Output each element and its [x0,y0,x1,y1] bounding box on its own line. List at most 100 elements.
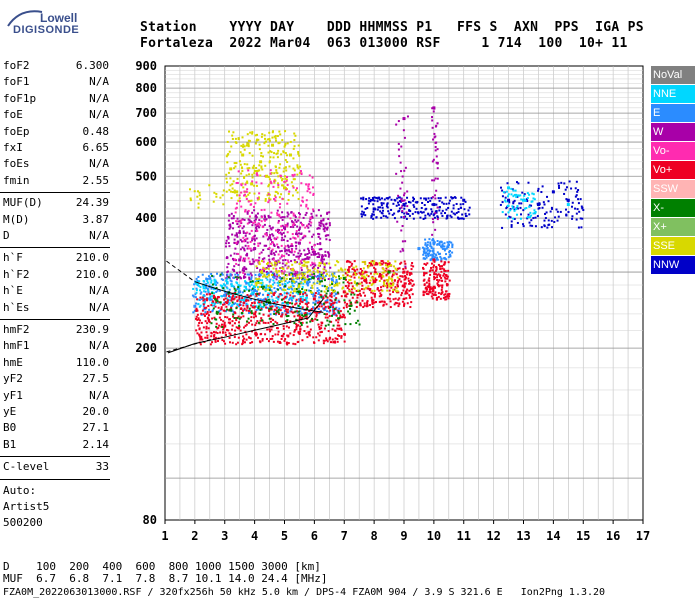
scatter-point [447,261,450,264]
scatter-point [325,238,328,241]
scatter-point [298,283,301,286]
scatter-point [321,321,324,324]
scatter-point [196,318,199,321]
scatter-point [247,282,250,285]
scatter-point [289,297,292,300]
scatter-point [281,294,284,297]
scatter-point [262,306,265,309]
scatter-point [251,224,254,227]
scatter-point [445,253,448,256]
scatter-point [196,298,199,301]
scatter-point [308,309,311,312]
scatter-point [223,289,226,292]
scatter-point [436,215,439,218]
scatter-point [250,263,253,266]
scatter-point [429,254,432,257]
scatter-point [203,294,206,297]
scatter-point [225,181,228,184]
scatter-point [241,291,244,294]
scatter-point [329,294,332,297]
param-value: N/A [89,284,109,298]
scatter-point [403,169,406,172]
scatter-point [432,221,435,224]
scatter-point [291,288,294,291]
scatter-point [384,284,387,287]
scatter-point [273,313,276,316]
scatter-point [283,255,286,258]
scatter-point [423,197,426,200]
scatter-point [512,202,515,205]
scatter-point [554,216,557,219]
scatter-point [300,300,303,303]
scatter-point [299,330,302,333]
scatter-point [230,190,233,193]
scatter-point [198,334,201,337]
scatter-point [246,306,249,309]
scatter-point [277,192,280,195]
scatter-point [512,217,515,220]
scatter-point [551,207,554,210]
scatter-point [369,200,372,203]
scatter-point [298,171,301,174]
scatter-point [425,290,428,293]
scatter-point [230,328,233,331]
scatter-point [277,253,280,256]
scatter-point [233,295,236,298]
scatter-point [233,317,236,320]
scatter-point [277,231,280,234]
scatter-point [429,199,432,202]
scatter-point [429,286,432,289]
scatter-point [267,298,270,301]
scatter-point [431,126,434,129]
scatter-point [392,298,395,301]
scatter-point [339,314,342,317]
scatter-point [292,236,295,239]
scatter-point [457,210,460,213]
scatter-point [361,261,364,264]
scatter-point [314,292,317,295]
scatter-point [269,198,272,201]
scatter-point [505,190,508,193]
scatter-point [274,137,277,140]
scatter-point [304,297,307,300]
scatter-point [372,213,375,216]
scatter-point [254,214,257,217]
scatter-point [431,239,434,242]
x-tick-label: 8 [371,529,378,543]
scatter-point [257,274,260,277]
scatter-point [262,321,265,324]
scatter-point [306,336,309,339]
scatter-point [370,263,373,266]
scatter-point [222,331,225,334]
scatter-point [237,315,240,318]
scatter-point [210,281,213,284]
scatter-point [269,243,272,246]
scatter-point [366,304,369,307]
scatter-point [208,308,211,311]
scatter-point [311,263,314,266]
scatter-point [304,257,307,260]
scatter-point [559,210,562,213]
scatter-point [314,302,317,305]
scatter-point [309,273,312,276]
scatter-point [397,210,400,213]
scatter-point [506,195,509,198]
scatter-point [504,199,507,202]
scatter-point [577,202,580,205]
scatter-point [444,295,447,298]
scatter-point [434,149,437,152]
scatter-point [244,280,247,283]
scatter-point [348,299,351,302]
scatter-point [206,317,209,320]
scatter-point [261,260,264,263]
scatter-point [303,298,306,301]
scatter-point [304,226,307,229]
scatter-point [361,271,364,274]
scatter-point [196,279,199,282]
scatter-point [212,288,215,291]
scatter-point [279,216,282,219]
scatter-point [396,281,399,284]
scatter-point [291,274,294,277]
scatter-point [316,287,319,290]
scatter-point [255,226,258,229]
